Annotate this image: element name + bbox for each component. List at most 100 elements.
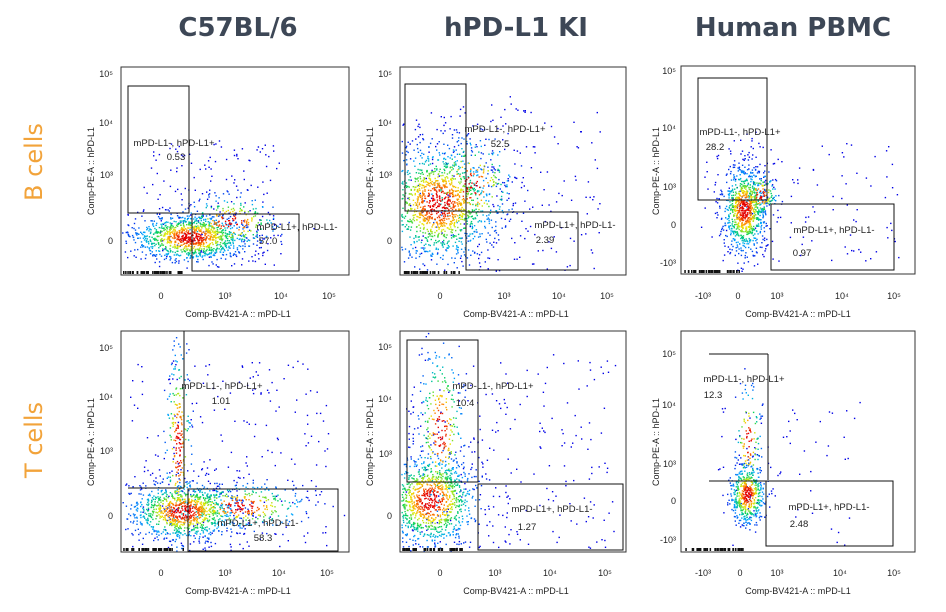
event-dot xyxy=(430,254,432,256)
event-dot xyxy=(190,247,192,250)
event-dot xyxy=(234,233,236,235)
event-dot xyxy=(261,234,263,236)
event-dot xyxy=(477,205,479,207)
event-dot xyxy=(402,197,404,200)
event-dot xyxy=(493,168,495,170)
event-dot xyxy=(194,537,196,539)
event-dot xyxy=(475,208,477,210)
event-dot xyxy=(435,180,437,182)
event-dot xyxy=(280,253,282,255)
event-dot xyxy=(222,242,224,245)
event-dot xyxy=(455,208,457,211)
event-dot xyxy=(142,231,145,233)
event-dot xyxy=(403,217,406,219)
event-dot xyxy=(213,409,216,411)
event-dot xyxy=(245,233,247,236)
event-dot xyxy=(744,158,746,160)
event-dot xyxy=(762,195,764,197)
event-dot xyxy=(306,490,309,492)
event-dot xyxy=(753,243,755,245)
edge-marker xyxy=(157,271,159,274)
event-dot xyxy=(746,192,749,194)
event-dot xyxy=(183,247,185,250)
event-dot xyxy=(214,160,217,163)
event-dot xyxy=(763,221,766,223)
event-dot xyxy=(468,215,470,218)
event-dot xyxy=(186,253,188,255)
edge-marker xyxy=(718,270,721,273)
event-dot xyxy=(418,216,421,219)
event-dot xyxy=(423,187,425,189)
event-dot xyxy=(187,227,189,229)
event-dot xyxy=(463,218,466,221)
event-dot xyxy=(231,488,234,491)
event-dot xyxy=(462,155,465,157)
event-dot xyxy=(478,243,480,246)
event-dot xyxy=(755,251,758,253)
event-dot xyxy=(438,226,441,229)
event-dot xyxy=(260,246,262,249)
event-dot xyxy=(414,208,416,211)
event-dot xyxy=(466,188,469,190)
event-dot xyxy=(506,185,508,188)
event-dot xyxy=(245,221,248,223)
event-dot xyxy=(402,194,404,196)
event-dot xyxy=(491,163,493,166)
event-dot xyxy=(411,194,414,196)
event-dot xyxy=(741,229,743,231)
event-dot xyxy=(874,155,876,158)
event-dot xyxy=(125,231,127,234)
event-dot xyxy=(171,544,173,546)
plot-frame xyxy=(399,66,627,276)
event-dot xyxy=(749,189,752,191)
event-dot xyxy=(205,206,207,209)
event-dot xyxy=(449,128,451,130)
event-dot xyxy=(174,245,176,247)
event-dot xyxy=(448,205,450,207)
event-dot xyxy=(172,232,174,234)
event-dot xyxy=(734,180,737,182)
event-dot xyxy=(163,457,165,460)
event-dot xyxy=(459,153,461,155)
event-dot xyxy=(128,224,130,227)
event-dot xyxy=(446,247,448,249)
event-dot xyxy=(224,235,226,237)
event-dot xyxy=(450,192,453,194)
event-dot xyxy=(707,188,709,190)
event-dot xyxy=(450,221,453,223)
event-dot xyxy=(175,337,178,339)
event-dot xyxy=(777,209,779,212)
event-dot xyxy=(414,266,416,268)
event-dot xyxy=(749,212,751,215)
event-dot xyxy=(199,216,201,218)
event-dot xyxy=(324,503,326,505)
event-dot xyxy=(750,200,753,202)
event-dot xyxy=(741,150,744,152)
event-dot xyxy=(735,247,737,249)
event-dot xyxy=(149,232,152,235)
event-dot xyxy=(180,485,182,488)
event-dot xyxy=(433,221,435,224)
event-dot xyxy=(470,193,472,195)
event-dot xyxy=(208,538,210,540)
event-dot xyxy=(573,240,575,242)
event-dot xyxy=(255,207,257,210)
event-dot xyxy=(432,205,434,207)
event-dot xyxy=(450,202,453,204)
event-dot xyxy=(425,237,428,239)
event-dot xyxy=(744,155,746,157)
event-dot xyxy=(747,200,749,202)
event-dot xyxy=(242,228,244,230)
event-dot xyxy=(310,480,313,482)
event-dot xyxy=(428,218,431,220)
event-dot xyxy=(412,218,414,220)
event-dot xyxy=(235,484,237,486)
event-dot xyxy=(452,229,454,231)
event-dot xyxy=(444,222,446,224)
event-dot xyxy=(741,224,744,227)
event-dot xyxy=(170,223,172,226)
event-dot xyxy=(799,254,802,257)
event-dot xyxy=(242,512,244,514)
event-dot xyxy=(764,179,767,182)
event-dot xyxy=(751,201,754,204)
